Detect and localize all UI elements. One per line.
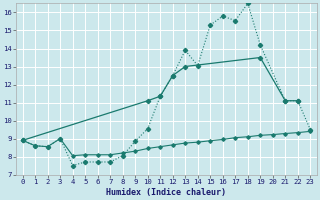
X-axis label: Humidex (Indice chaleur): Humidex (Indice chaleur) — [107, 188, 227, 197]
